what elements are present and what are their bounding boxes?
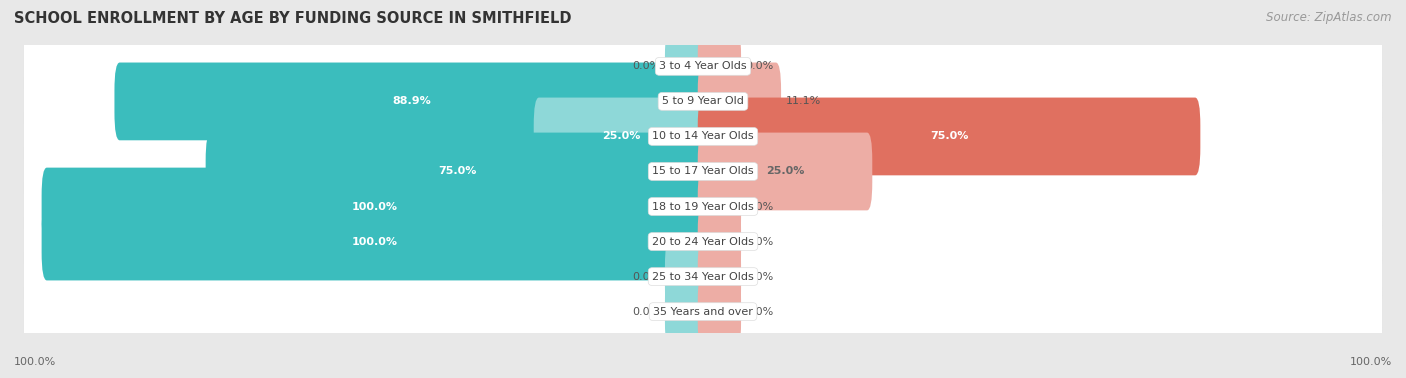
FancyBboxPatch shape bbox=[697, 203, 741, 280]
Text: 11.1%: 11.1% bbox=[786, 96, 821, 107]
FancyBboxPatch shape bbox=[42, 203, 709, 280]
Text: 25 to 34 Year Olds: 25 to 34 Year Olds bbox=[652, 271, 754, 282]
FancyBboxPatch shape bbox=[24, 172, 1382, 308]
FancyBboxPatch shape bbox=[24, 0, 1382, 133]
Text: SCHOOL ENROLLMENT BY AGE BY FUNDING SOURCE IN SMITHFIELD: SCHOOL ENROLLMENT BY AGE BY FUNDING SOUR… bbox=[14, 11, 572, 26]
FancyBboxPatch shape bbox=[665, 238, 709, 316]
FancyBboxPatch shape bbox=[697, 167, 741, 245]
FancyBboxPatch shape bbox=[42, 167, 709, 245]
FancyBboxPatch shape bbox=[24, 242, 1382, 378]
Text: 0.0%: 0.0% bbox=[745, 201, 773, 212]
Text: 0.0%: 0.0% bbox=[633, 307, 661, 317]
FancyBboxPatch shape bbox=[24, 67, 1382, 203]
FancyBboxPatch shape bbox=[24, 137, 1382, 273]
Text: 25.0%: 25.0% bbox=[766, 166, 804, 177]
Text: 3 to 4 Year Olds: 3 to 4 Year Olds bbox=[659, 61, 747, 71]
FancyBboxPatch shape bbox=[114, 62, 709, 140]
Text: 75.0%: 75.0% bbox=[437, 166, 477, 177]
Text: 100.0%: 100.0% bbox=[352, 237, 398, 246]
Text: 100.0%: 100.0% bbox=[14, 357, 56, 367]
FancyBboxPatch shape bbox=[24, 243, 1382, 378]
FancyBboxPatch shape bbox=[697, 273, 741, 350]
FancyBboxPatch shape bbox=[697, 28, 741, 105]
Text: 100.0%: 100.0% bbox=[352, 201, 398, 212]
FancyBboxPatch shape bbox=[697, 133, 872, 211]
FancyBboxPatch shape bbox=[24, 208, 1382, 344]
Text: Source: ZipAtlas.com: Source: ZipAtlas.com bbox=[1267, 11, 1392, 24]
Text: 25.0%: 25.0% bbox=[602, 132, 640, 141]
Text: 10 to 14 Year Olds: 10 to 14 Year Olds bbox=[652, 132, 754, 141]
FancyBboxPatch shape bbox=[534, 98, 709, 175]
Text: 0.0%: 0.0% bbox=[633, 271, 661, 282]
FancyBboxPatch shape bbox=[697, 238, 741, 316]
Text: 100.0%: 100.0% bbox=[1350, 357, 1392, 367]
Text: 18 to 19 Year Olds: 18 to 19 Year Olds bbox=[652, 201, 754, 212]
Text: 0.0%: 0.0% bbox=[745, 237, 773, 246]
Text: 15 to 17 Year Olds: 15 to 17 Year Olds bbox=[652, 166, 754, 177]
Text: 0.0%: 0.0% bbox=[745, 307, 773, 317]
FancyBboxPatch shape bbox=[24, 138, 1382, 273]
FancyBboxPatch shape bbox=[24, 102, 1382, 238]
FancyBboxPatch shape bbox=[665, 28, 709, 105]
FancyBboxPatch shape bbox=[697, 62, 782, 140]
FancyBboxPatch shape bbox=[24, 0, 1382, 133]
FancyBboxPatch shape bbox=[24, 67, 1382, 203]
FancyBboxPatch shape bbox=[24, 102, 1382, 239]
FancyBboxPatch shape bbox=[24, 172, 1382, 308]
Text: 88.9%: 88.9% bbox=[392, 96, 430, 107]
FancyBboxPatch shape bbox=[697, 98, 1201, 175]
FancyBboxPatch shape bbox=[24, 33, 1382, 168]
FancyBboxPatch shape bbox=[24, 207, 1382, 343]
FancyBboxPatch shape bbox=[24, 32, 1382, 168]
FancyBboxPatch shape bbox=[205, 133, 709, 211]
Text: 5 to 9 Year Old: 5 to 9 Year Old bbox=[662, 96, 744, 107]
Text: 0.0%: 0.0% bbox=[633, 61, 661, 71]
Text: 0.0%: 0.0% bbox=[745, 271, 773, 282]
FancyBboxPatch shape bbox=[665, 273, 709, 350]
Text: 0.0%: 0.0% bbox=[745, 61, 773, 71]
Text: 35 Years and over: 35 Years and over bbox=[652, 307, 754, 317]
Text: 20 to 24 Year Olds: 20 to 24 Year Olds bbox=[652, 237, 754, 246]
Text: 75.0%: 75.0% bbox=[929, 132, 969, 141]
